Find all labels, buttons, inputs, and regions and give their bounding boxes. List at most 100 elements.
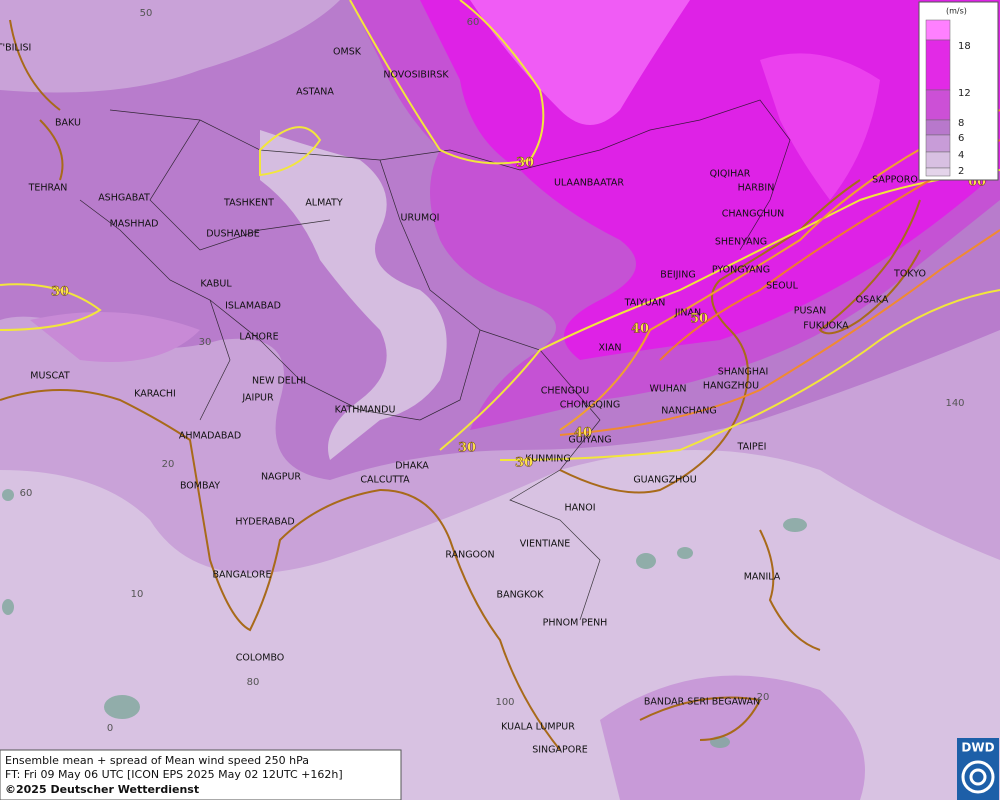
city-label: SHENYANG	[715, 237, 767, 248]
city-label: ASHGABAT	[98, 193, 150, 204]
graticule-label: 60	[20, 488, 33, 499]
city-label: COLOMBO	[236, 653, 285, 664]
city-label: ISLAMABAD	[225, 301, 281, 312]
legend-tick-label: 18	[958, 41, 971, 52]
footer-line: FT: Fri 09 May 06 UTC [ICON EPS 2025 May…	[5, 768, 343, 781]
footer: Ensemble mean + spread of Mean wind spee…	[0, 749, 402, 800]
logo: DWD	[957, 738, 999, 800]
legend-tick-label: 6	[958, 133, 964, 144]
city-label: CHENGDU	[541, 386, 590, 397]
city-label: KUALA LUMPUR	[501, 722, 575, 733]
city-label: SINGAPORE	[532, 745, 588, 756]
city-label: NOVOSIBIRSK	[383, 70, 449, 81]
legend: (m/s) 18 12 8 6 4 2	[918, 1, 999, 181]
contour-label: 30	[516, 156, 534, 171]
city-label: SEOUL	[766, 281, 798, 292]
city-label: MUSCAT	[30, 371, 70, 382]
city-label: BAKU	[55, 118, 81, 129]
city-label: VIENTIANE	[520, 539, 571, 550]
city-label: OSAKA	[856, 295, 889, 306]
city-label: MANILA	[744, 572, 781, 583]
city-label: T'BILISI	[0, 43, 31, 54]
city-label: HANGZHOU	[703, 381, 759, 392]
city-label: BANGALORE	[212, 570, 271, 581]
graticule-label: 0	[107, 723, 113, 734]
city-label: KARACHI	[134, 389, 176, 400]
graticule-label: 100	[495, 697, 514, 708]
city-label: TOKYO	[893, 269, 926, 280]
contour-label: 40	[574, 426, 592, 441]
city-label: SHANGHAI	[718, 367, 769, 378]
city-label: TASHKENT	[223, 198, 274, 209]
city-label: CHONGQING	[560, 400, 620, 411]
city-label: URUMQI	[401, 213, 440, 224]
contour-label: 30	[458, 441, 476, 456]
city-label: DUSHANBE	[206, 229, 260, 240]
city-label: HARBIN	[738, 183, 775, 194]
city-label: AHMADABAD	[179, 431, 241, 442]
city-label: JAIPUR	[241, 393, 274, 404]
city-label: GUIYANG	[568, 435, 611, 446]
city-label: PHNOM PENH	[543, 618, 608, 629]
city-labels: T'BILISI BAKU TEHRAN OMSK NOVOSIBIRSK ASTANA A…	[0, 43, 926, 756]
city-label: KATHMANDU	[335, 405, 396, 416]
graticule-label: 20	[162, 459, 175, 470]
legend-tick-label: 8	[958, 118, 964, 129]
logo-text: DWD	[961, 741, 994, 755]
graticule-label: 80	[247, 677, 260, 688]
footer-line: ©2025 Deutscher Wetterdienst	[5, 783, 199, 796]
city-label: NANCHANG	[661, 406, 716, 417]
graticule-label: 140	[945, 398, 964, 409]
legend-tick-label: 12	[958, 88, 971, 99]
city-label: SAPPORO	[872, 175, 918, 186]
city-label: GUANGZHOU	[633, 475, 696, 486]
city-label: HYDERABAD	[235, 517, 294, 528]
city-label: HANOI	[564, 503, 595, 514]
city-label: OMSK	[333, 47, 362, 58]
isotachs	[0, 0, 1000, 461]
contour-label: 30	[51, 285, 69, 300]
city-label: CALCUTTA	[360, 475, 410, 486]
city-label: KABUL	[200, 279, 232, 290]
graticule-label: 20	[757, 692, 770, 703]
city-label: JINAN	[674, 308, 701, 319]
city-label: BANDAR SERI BEGAWAN	[644, 697, 760, 708]
city-label: RANGOON	[445, 550, 494, 561]
city-label: BOMBAY	[180, 481, 220, 492]
footer-line: Ensemble mean + spread of Mean wind spee…	[5, 754, 309, 767]
city-label: TAIYUAN	[624, 298, 666, 309]
city-label: ASTANA	[296, 87, 334, 98]
city-label: FUKUOKA	[803, 321, 849, 332]
city-label: MASHHAD	[110, 219, 159, 230]
graticule-label: 10	[131, 589, 144, 600]
city-label: PUSAN	[794, 306, 827, 317]
city-label: NAGPUR	[261, 472, 301, 483]
city-label: ALMATY	[305, 198, 343, 209]
city-label: TEHRAN	[28, 183, 68, 194]
legend-tick-label: 4	[958, 150, 964, 161]
city-label: KUNMING	[525, 454, 571, 465]
city-label: CHANGCHUN	[722, 209, 785, 220]
legend-unit: (m/s)	[946, 7, 967, 16]
city-label: DHAKA	[395, 461, 429, 472]
graticule-label: 60	[467, 17, 480, 28]
city-label: TAIPEI	[737, 442, 767, 453]
city-label: XIAN	[599, 343, 622, 354]
city-label: ULAANBAATAR	[554, 178, 624, 189]
city-label: QIQIHAR	[710, 169, 751, 180]
graticule-label: 30	[199, 337, 212, 348]
city-label: BANGKOK	[497, 590, 545, 601]
graticule-label: 50	[140, 8, 153, 19]
contour-label: 40	[631, 322, 649, 337]
contour-label: 50	[690, 312, 708, 327]
city-label: WUHAN	[649, 384, 686, 395]
legend-tick-label: 2	[958, 166, 964, 177]
contour-label: 30	[515, 456, 533, 471]
city-label: NEW DELHI	[252, 376, 306, 387]
city-label: BEIJING	[660, 270, 695, 281]
